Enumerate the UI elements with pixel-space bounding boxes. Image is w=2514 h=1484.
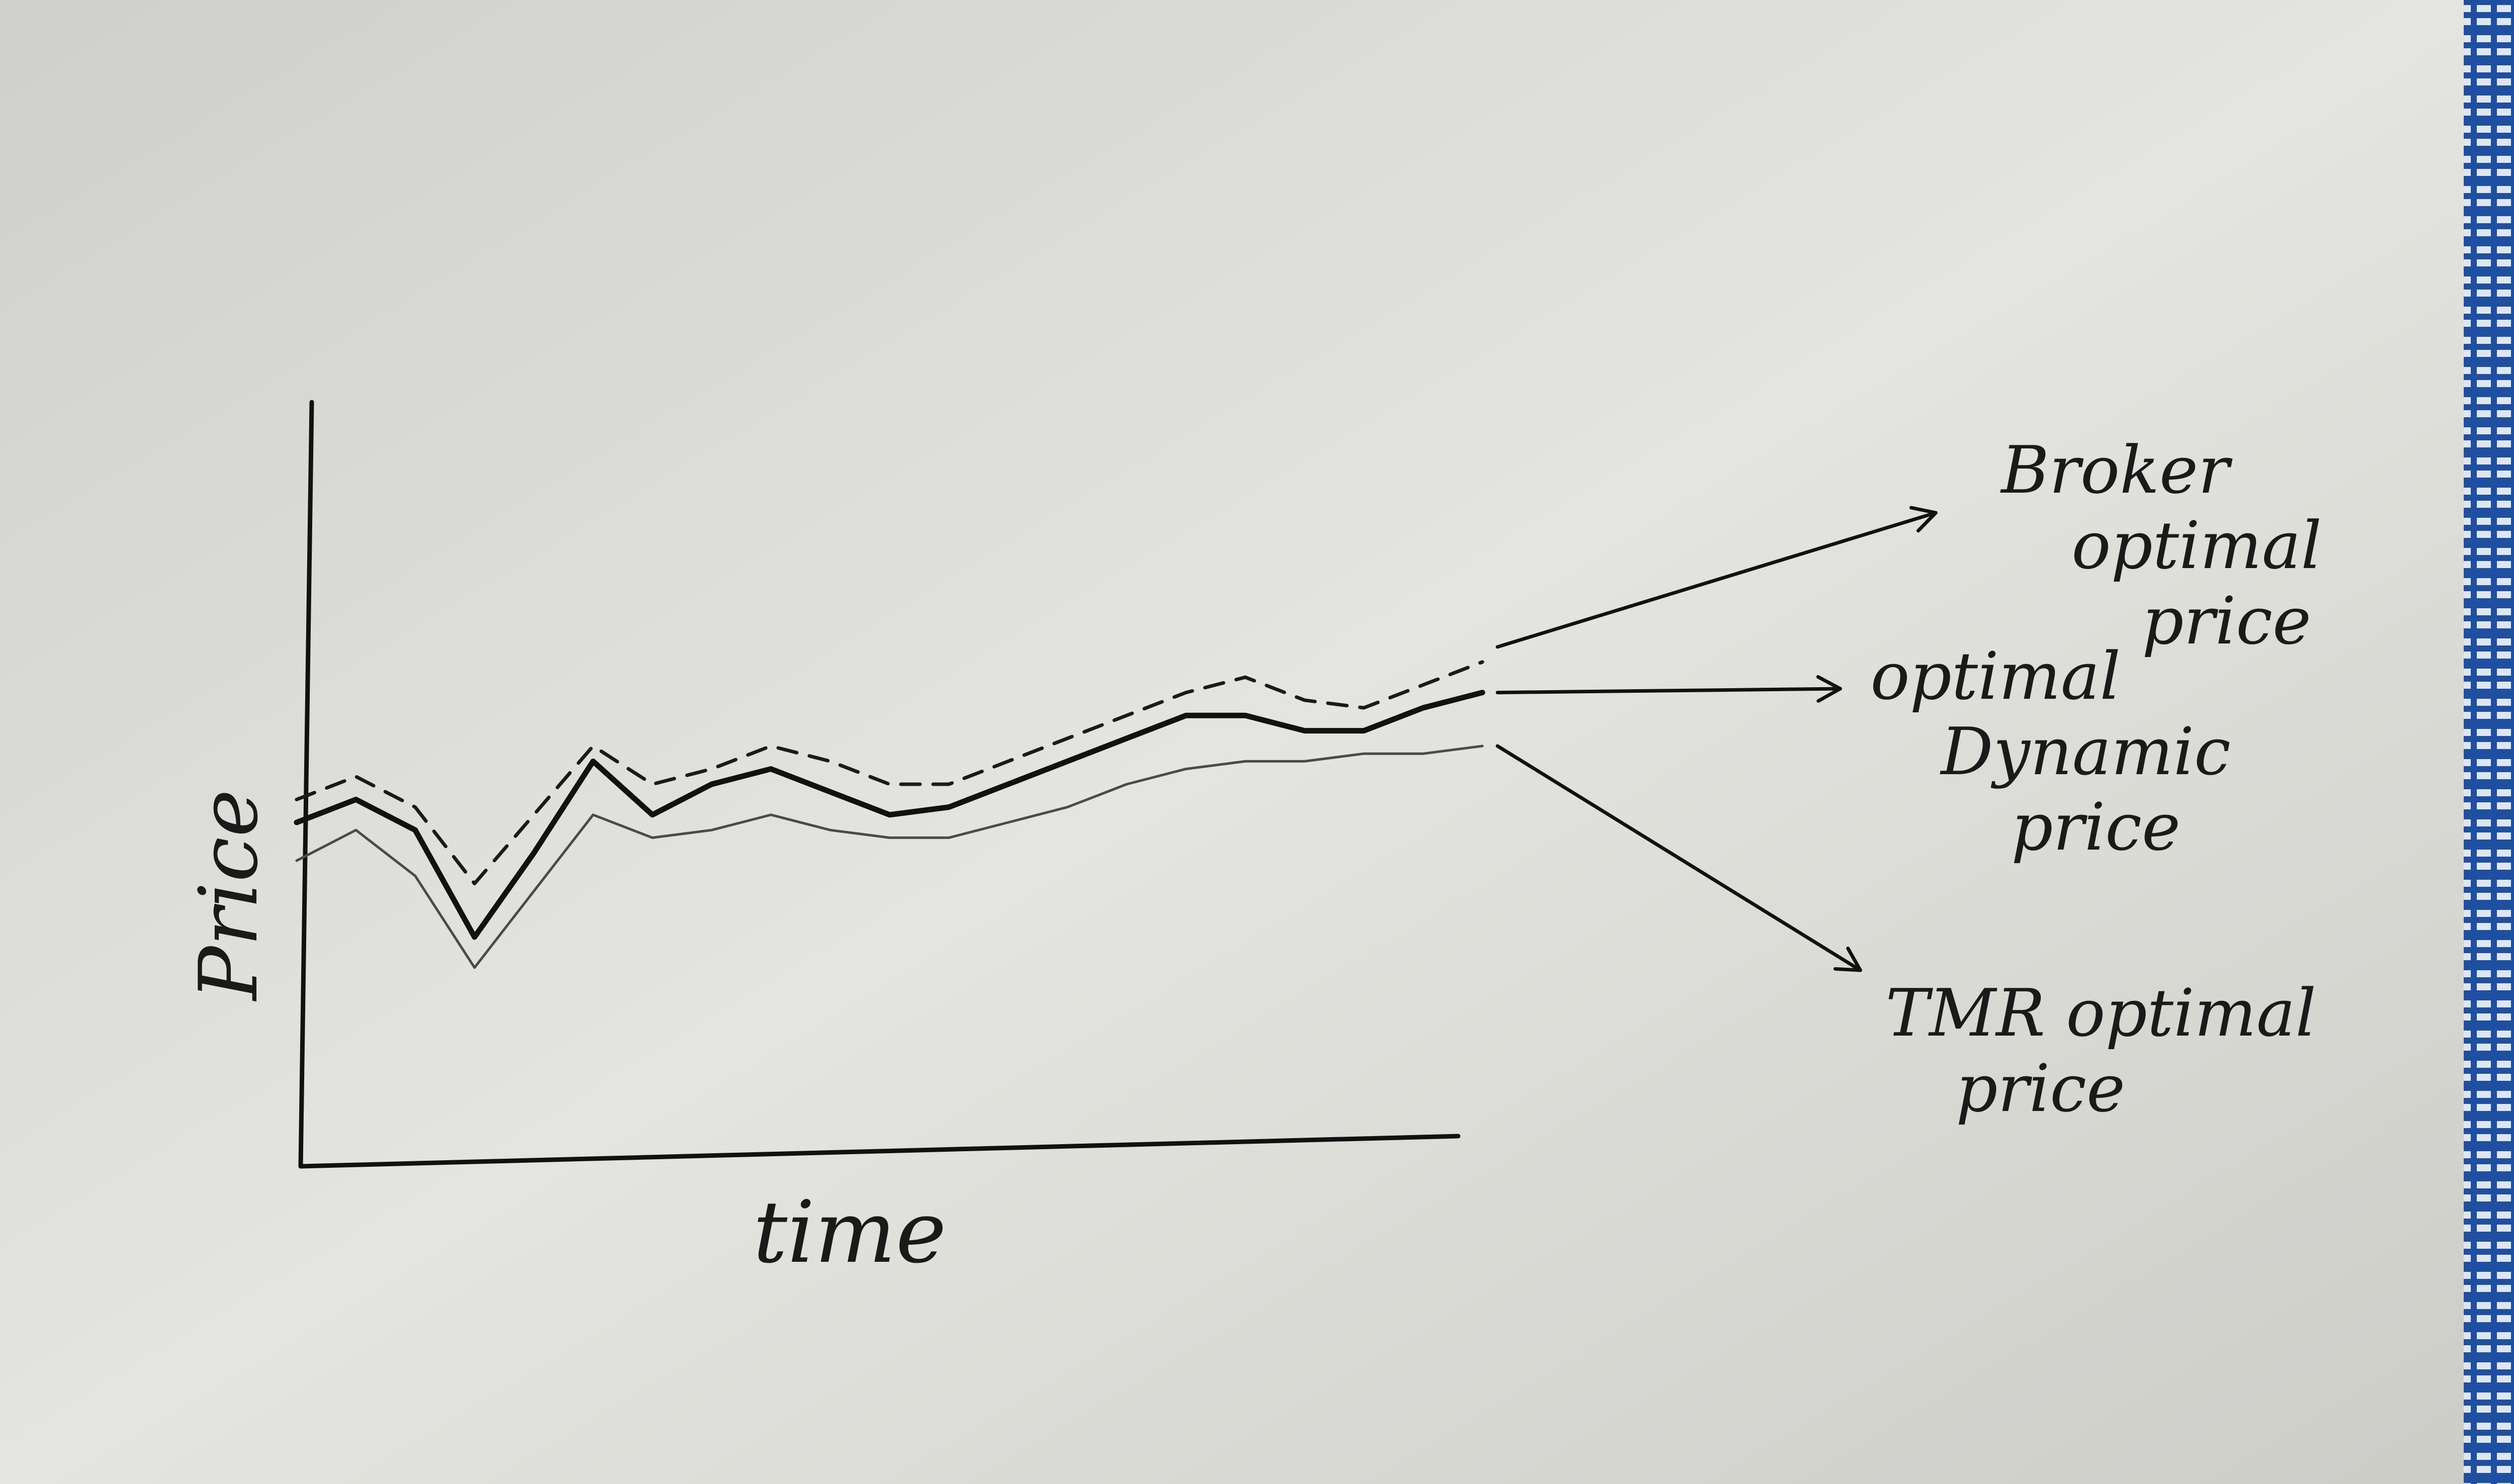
- y-axis-label: Price: [182, 789, 276, 1002]
- legend-label-2: optimal Dynamic price: [1870, 638, 2231, 865]
- legend-label-3: TMR optimal price: [1886, 975, 2316, 1127]
- legend-arrowhead-1: [1909, 506, 1938, 533]
- series-line-2: [294, 690, 1485, 940]
- series-line-1: [295, 660, 1484, 886]
- series-line-3: [295, 745, 1484, 969]
- legend-arrow-1: [1495, 511, 1938, 649]
- legend-label-1: Broker optimal price: [2000, 432, 2322, 659]
- legend-arrow-2: [1495, 687, 1842, 695]
- legend-arrowhead-2: [1816, 675, 1842, 703]
- chart-series: [294, 660, 1485, 969]
- legend-arrowhead-3: [1833, 947, 1862, 972]
- legend-arrow-3: [1495, 744, 1862, 972]
- x-axis-label: time: [753, 1183, 947, 1282]
- y-axis-line: [298, 400, 314, 1169]
- chart-axes: [298, 400, 1461, 1169]
- notebook-binding: [2464, 0, 2514, 1484]
- x-axis-line: [298, 1134, 1461, 1169]
